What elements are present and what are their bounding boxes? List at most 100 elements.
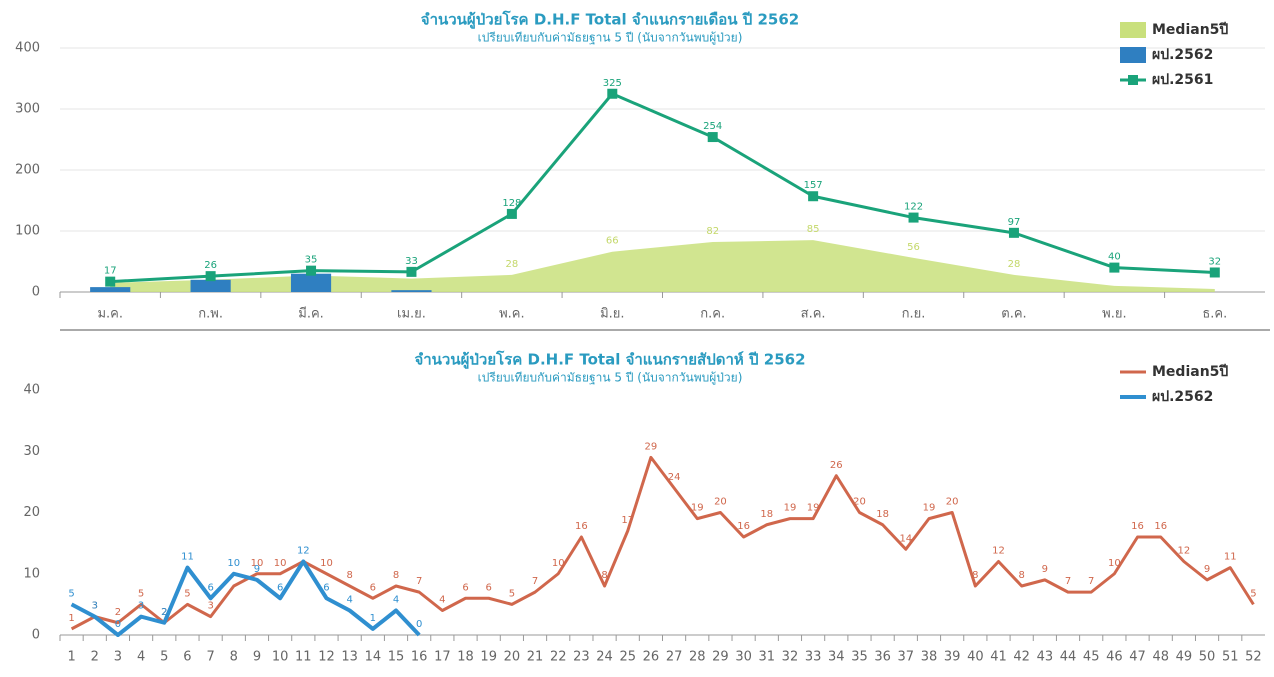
bar [90, 287, 131, 292]
line [70, 559, 421, 637]
x-tick-label: ก.ย. [902, 307, 926, 322]
chart-title: จำนวนผู้ป่วยโรค D.H.F Total จำแนกรายสัปด… [414, 350, 805, 370]
x-tick-label: 13 [341, 650, 358, 665]
y-tick-label: 100 [15, 224, 40, 239]
line [110, 92, 1215, 284]
x-tick-label: 42 [1013, 650, 1030, 665]
data-label: 56 [907, 242, 920, 253]
x-tick-label: 31 [759, 650, 776, 665]
data-label: 28 [1008, 259, 1021, 270]
data-label: 19 [807, 503, 820, 514]
x-tick-label: 9 [253, 650, 261, 665]
data-label: 24 [668, 472, 681, 483]
chart-subtitle: เปรียบเทียบกับค่ามัธยฐาน 5 ปี (นับจากวัน… [478, 371, 743, 386]
x-tick-label: 26 [643, 650, 660, 665]
x-tick-label: 4 [137, 650, 145, 665]
data-label: 32 [1208, 256, 1221, 267]
data-label: 4 [393, 595, 399, 606]
y-tick-label: 0 [32, 285, 40, 300]
x-tick-label: 38 [921, 650, 938, 665]
data-label: 20 [714, 497, 727, 508]
data-label: 28 [506, 259, 519, 270]
x-tick-label: 43 [1037, 650, 1054, 665]
chart-subtitle: เปรียบเทียบกับค่ามัธยฐาน 5 ปี (นับจากวัน… [478, 31, 743, 46]
data-label: 16 [1154, 521, 1167, 532]
x-tick-label: พ.ย. [1102, 307, 1126, 322]
data-label: 66 [606, 236, 619, 247]
data-label: 8 [1018, 570, 1024, 581]
x-tick-label: 39 [944, 650, 961, 665]
x-tick-label: 18 [457, 650, 474, 665]
x-tick-label: พ.ค. [499, 307, 525, 322]
x-tick-label: 36 [874, 650, 891, 665]
y-tick-label: 30 [23, 444, 40, 459]
x-tick-label: 29 [712, 650, 729, 665]
legend-label: Median5ปี [1152, 364, 1228, 380]
chart-title: จำนวนผู้ป่วยโรค D.H.F Total จำแนกรายเดือ… [421, 10, 799, 30]
legend-swatch [1120, 47, 1146, 63]
data-label: 4 [439, 595, 445, 606]
x-tick-label: ส.ค. [801, 307, 826, 322]
bar [391, 290, 432, 292]
data-label: 254 [703, 121, 722, 132]
y-tick-label: 10 [23, 566, 40, 581]
legend-swatch [1120, 22, 1146, 38]
x-tick-label: ก.พ. [198, 307, 223, 322]
x-tick-label: 28 [689, 650, 706, 665]
data-label: 11 [1224, 552, 1237, 563]
data-label: 10 [274, 558, 287, 569]
x-tick-label: 23 [573, 650, 590, 665]
data-label: 26 [830, 460, 843, 471]
data-label: 35 [305, 255, 318, 266]
data-label: 2 [115, 607, 121, 618]
x-tick-label: 16 [411, 650, 428, 665]
data-label: 1 [370, 613, 376, 624]
x-tick-label: มี.ค. [298, 306, 324, 322]
data-label: 3 [138, 601, 144, 612]
legend-marker [1128, 75, 1138, 85]
x-tick-label: 19 [480, 650, 497, 665]
data-label: 2 [161, 607, 167, 618]
marker [808, 191, 819, 202]
bar [190, 279, 231, 292]
data-label: 14 [899, 533, 912, 544]
data-label: 16 [575, 521, 588, 532]
area [110, 240, 1215, 292]
x-tick-label: ม.ค. [97, 307, 123, 322]
data-label: 9 [254, 564, 260, 575]
data-label: 8 [346, 570, 352, 581]
marker [1008, 227, 1019, 238]
x-tick-label: 47 [1129, 650, 1146, 665]
data-label: 4 [346, 595, 352, 606]
data-label: 7 [532, 576, 538, 587]
legend-label: Median5ปี [1152, 22, 1228, 38]
x-tick-label: 11 [295, 650, 312, 665]
legend-label: ผป.2562 [1152, 389, 1213, 405]
y-tick-label: 400 [15, 41, 40, 56]
data-label: 5 [138, 588, 144, 599]
data-label: 6 [486, 582, 492, 593]
data-label: 10 [227, 558, 240, 569]
x-tick-label: 14 [365, 650, 382, 665]
marker [406, 266, 417, 277]
x-tick-label: 8 [230, 650, 238, 665]
data-label: 128 [502, 198, 521, 209]
data-label: 5 [1250, 588, 1256, 599]
data-label: 19 [691, 503, 704, 514]
x-tick-label: 25 [619, 650, 636, 665]
data-label: 16 [737, 521, 750, 532]
x-tick-label: 3 [114, 650, 122, 665]
x-tick-label: ต.ค. [1001, 307, 1026, 322]
x-tick-label: 37 [898, 650, 915, 665]
x-tick-label: 20 [504, 650, 521, 665]
x-tick-label: 52 [1245, 650, 1262, 665]
data-label: 16 [1131, 521, 1144, 532]
x-tick-label: 17 [434, 650, 451, 665]
data-label: 9 [1204, 564, 1210, 575]
x-tick-label: ธ.ค. [1202, 307, 1227, 322]
data-label: 1 [68, 613, 74, 624]
data-label: 6 [462, 582, 468, 593]
marker [105, 276, 116, 287]
data-label: 0 [115, 619, 121, 630]
